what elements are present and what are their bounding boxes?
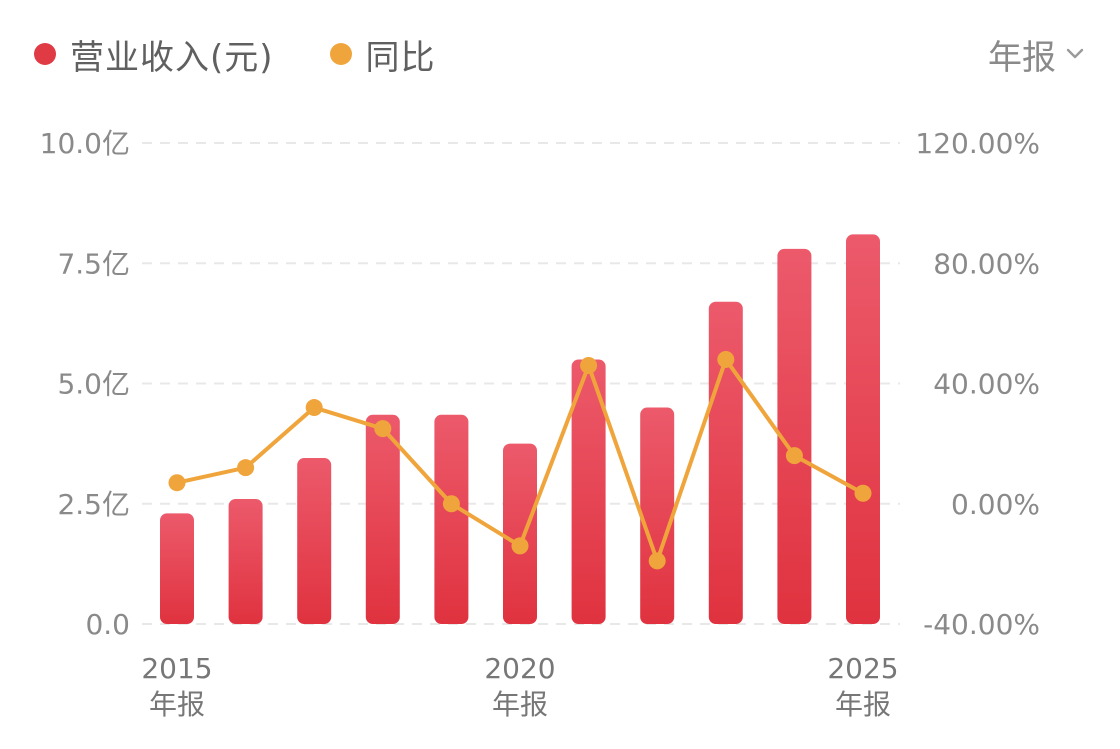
right-axis-tick-label: -40.00% xyxy=(923,608,1040,641)
right-axis-tick-label: 80.00% xyxy=(933,247,1040,280)
revenue-legend-label: 营业收入(元) xyxy=(70,37,274,78)
yoy-point[interactable] xyxy=(854,484,872,502)
period-selector[interactable]: 年报 xyxy=(988,26,1084,82)
legend-item-revenue[interactable]: 营业收入(元) xyxy=(34,30,274,79)
legend-item-yoy[interactable]: 同比 xyxy=(329,30,436,79)
period-selector-label: 年报 xyxy=(988,37,1056,78)
revenue-bar[interactable] xyxy=(777,248,812,624)
right-axis-tick-label: 40.00% xyxy=(933,368,1040,401)
revenue-bar[interactable] xyxy=(846,234,880,624)
chevron-down-icon xyxy=(1066,48,1084,59)
left-axis-tick-label: 5.0亿 xyxy=(57,368,130,401)
x-axis-year-label: 2020 xyxy=(484,652,555,685)
yoy-legend-dot xyxy=(329,43,352,65)
yoy-point[interactable] xyxy=(237,459,255,477)
x-axis-year-label: 2025 xyxy=(827,652,898,685)
revenue-bar[interactable] xyxy=(365,414,400,624)
revenue-bar[interactable] xyxy=(228,498,263,624)
yoy-point[interactable] xyxy=(374,420,392,438)
left-axis-tick-label: 10.0亿 xyxy=(40,127,130,160)
left-axis-tick-label: 0.0 xyxy=(85,608,130,641)
chart-legend: 营业收入(元) 同比 xyxy=(34,26,492,82)
revenue-bar[interactable] xyxy=(503,443,537,624)
right-axis-ticks: -40.00% 0.00% 40.00% 80.00% 120.00% xyxy=(915,127,1040,641)
x-axis-period-label: 年报 xyxy=(835,688,891,721)
yoy-point[interactable] xyxy=(442,495,460,513)
revenue-bar[interactable] xyxy=(571,359,606,624)
left-axis-tick-label: 2.5亿 xyxy=(57,488,130,521)
right-axis-tick-label: 120.00% xyxy=(915,127,1040,160)
revenue-bar[interactable] xyxy=(160,513,194,624)
yoy-point[interactable] xyxy=(305,399,323,417)
revenue-bar[interactable] xyxy=(640,407,675,624)
yoy-point[interactable] xyxy=(648,552,666,570)
left-axis-tick-label: 7.5亿 xyxy=(57,247,130,280)
revenue-legend-dot xyxy=(34,43,56,65)
revenue-bar[interactable] xyxy=(434,414,469,624)
yoy-legend-label: 同比 xyxy=(365,37,436,78)
right-axis-tick-label: 0.00% xyxy=(951,488,1040,521)
revenue-bar[interactable] xyxy=(708,301,743,624)
left-axis-ticks: 0.0 2.5亿 5.0亿 7.5亿 10.0亿 xyxy=(40,127,130,641)
yoy-line xyxy=(168,350,872,570)
x-axis-year-label: 2015 xyxy=(141,652,212,685)
yoy-point[interactable] xyxy=(168,474,186,492)
revenue-bar[interactable] xyxy=(297,458,332,624)
yoy-point[interactable] xyxy=(785,447,803,465)
x-axis-period-label: 年报 xyxy=(149,688,205,721)
x-axis-period-label: 年报 xyxy=(492,688,548,721)
yoy-point[interactable] xyxy=(511,537,529,555)
revenue-bars xyxy=(160,234,880,624)
yoy-point[interactable] xyxy=(580,356,598,374)
yoy-point[interactable] xyxy=(717,350,735,368)
